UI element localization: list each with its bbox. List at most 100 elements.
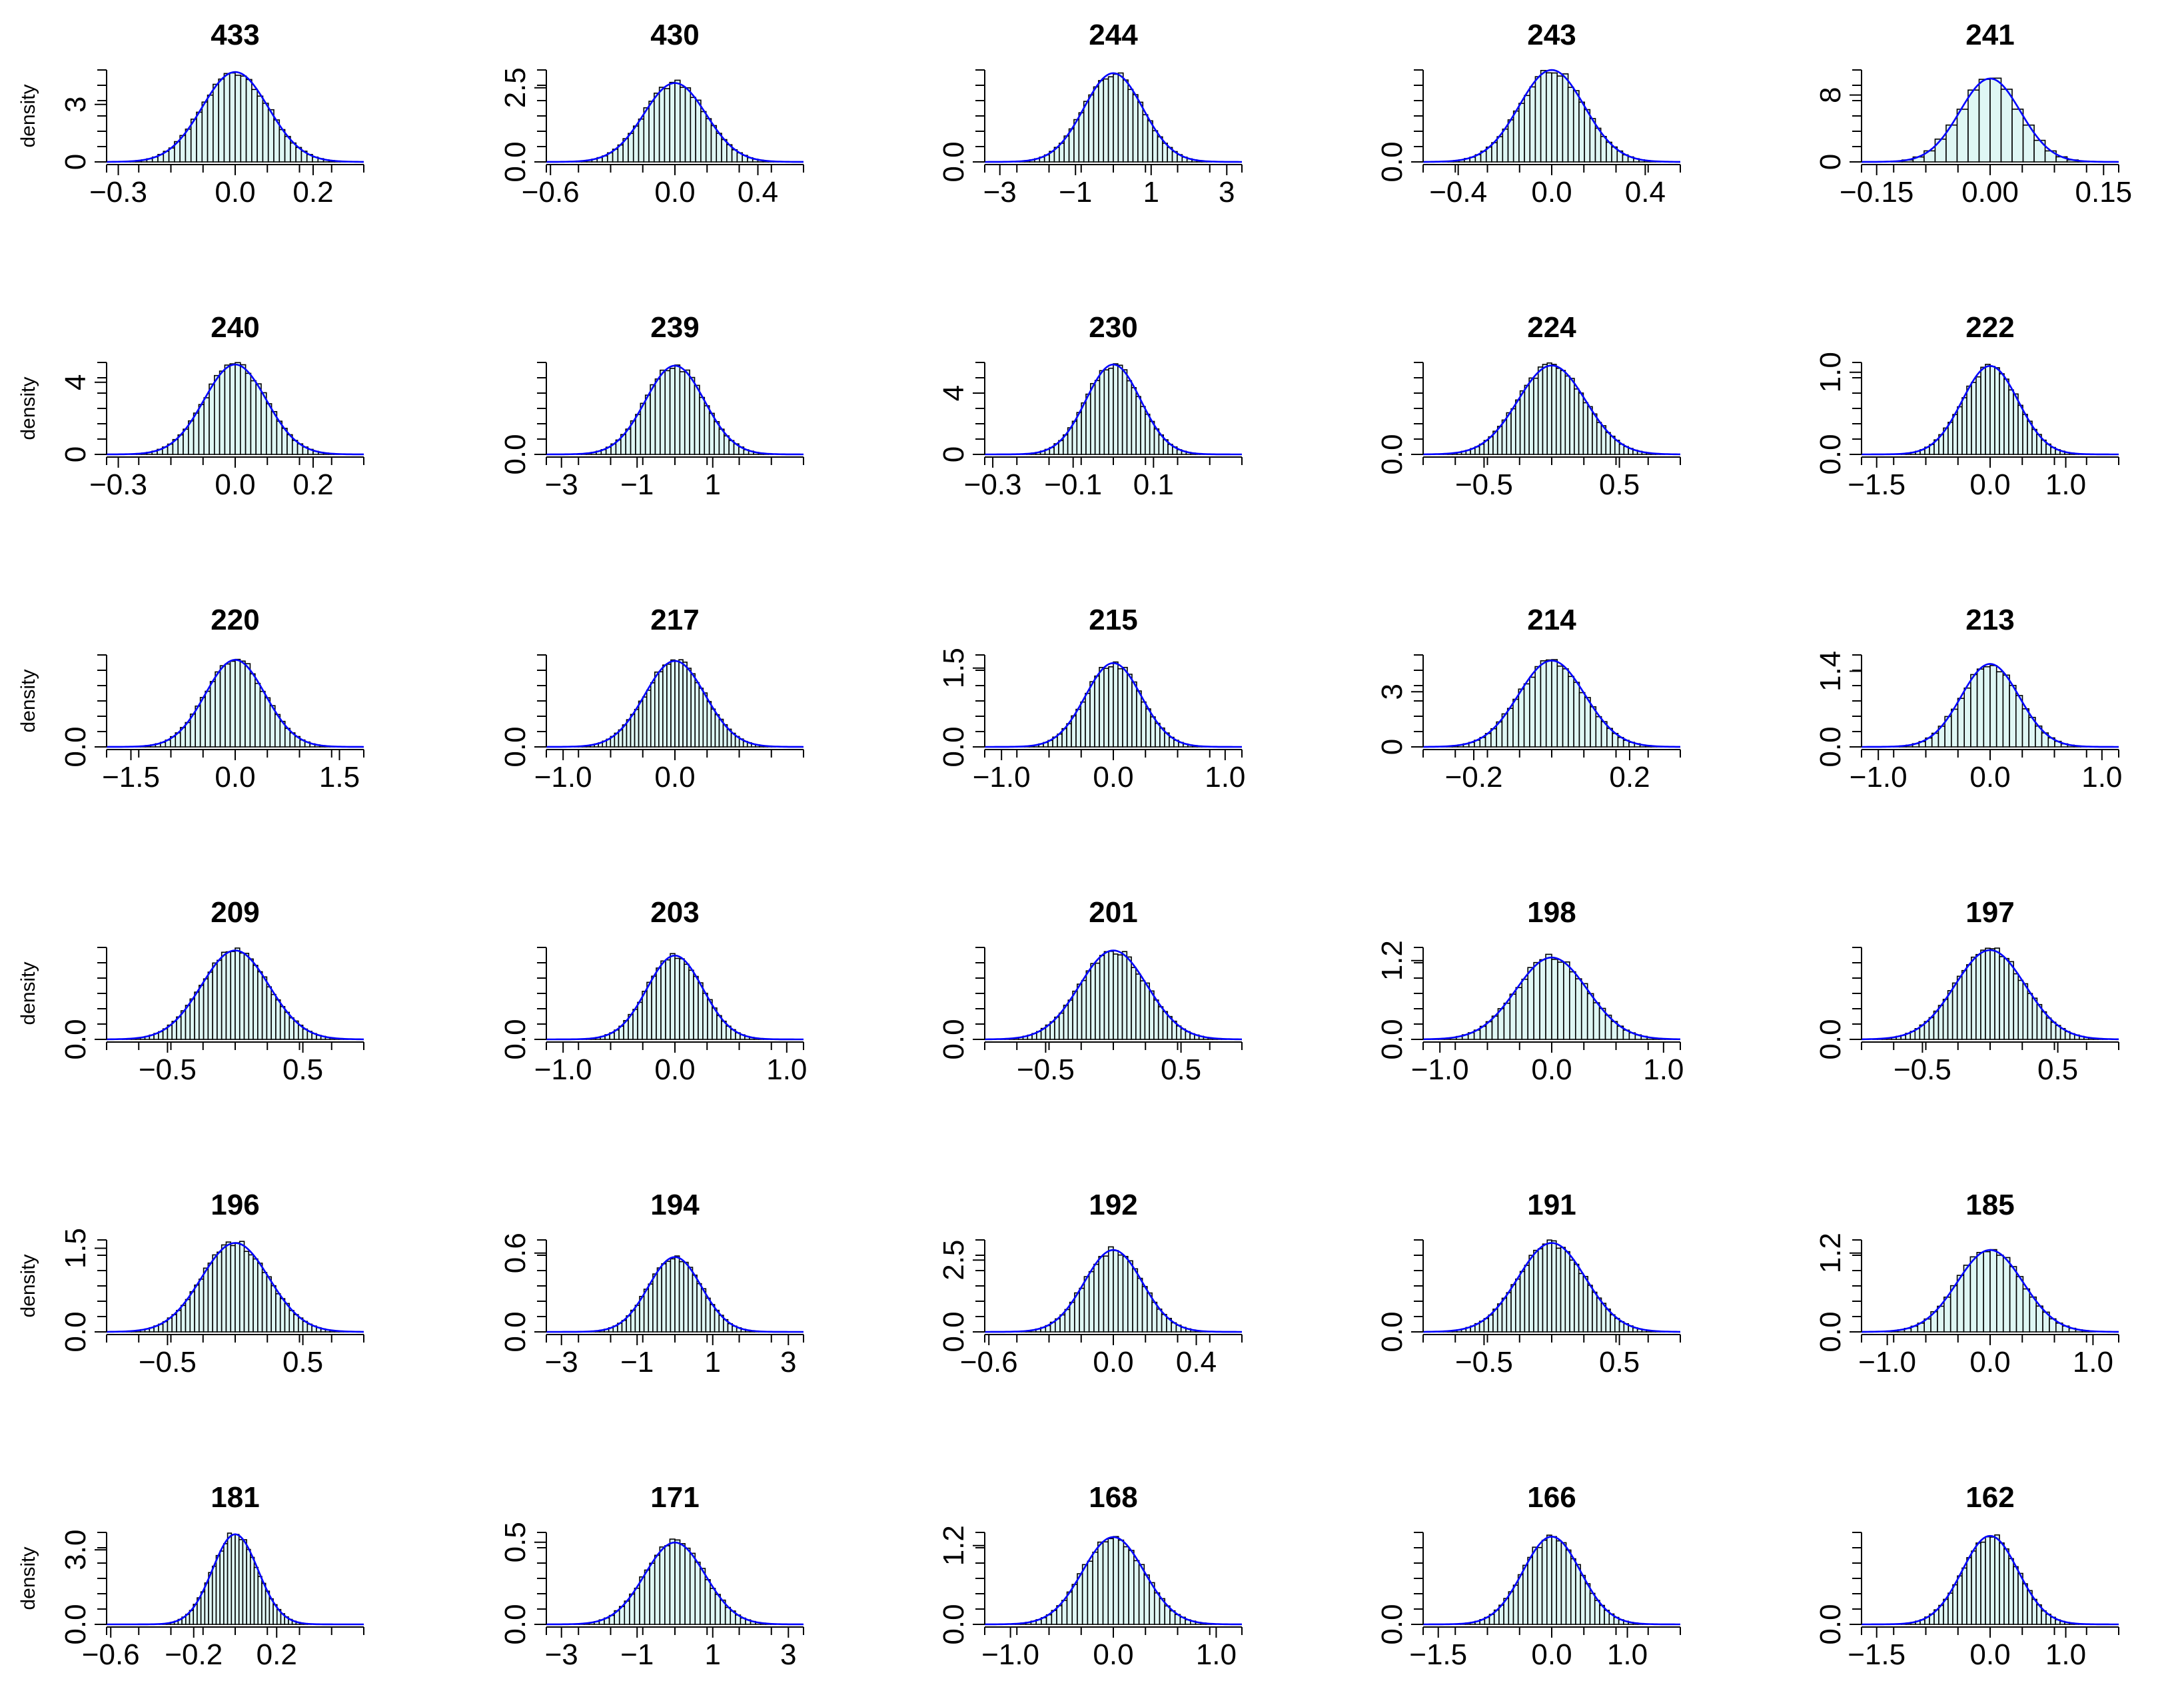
histogram-bar: [670, 659, 676, 748]
histogram-bar: [1143, 1574, 1150, 1625]
histogram-bar: [1976, 1252, 1984, 1333]
x-tick-label: −3: [545, 1346, 578, 1379]
histogram-bar: [688, 1267, 694, 1333]
histogram-bar: [1081, 1564, 1089, 1625]
histogram-bar: [670, 1258, 676, 1333]
histogram-bar: [689, 1552, 696, 1625]
histogram-bar: [242, 1539, 247, 1625]
histogram-bar: [1574, 1263, 1580, 1333]
histogram-bar: [710, 125, 718, 163]
histogram-bar: [1524, 384, 1530, 455]
histogram-bar: [1533, 377, 1539, 455]
panel-243: 243 −0.4 0.0 0.4 0.0: [1376, 19, 1681, 209]
histogram-bar: [1578, 392, 1584, 455]
histogram-bar: [1098, 1256, 1105, 1333]
histogram-bar: [1108, 951, 1114, 1040]
histogram-bar: [218, 78, 225, 163]
panel-213: 213−1.0 0.0 1.00.01.4: [1814, 604, 2122, 794]
y-tick-label: 8: [1814, 87, 1847, 103]
histogram-bar: [1162, 1011, 1169, 1040]
histogram-bar: [1555, 367, 1562, 455]
histogram-bar: [1496, 426, 1503, 455]
histogram-bar: [1123, 1546, 1129, 1625]
histogram-bar: [199, 1279, 205, 1333]
histogram-bar: [1113, 1536, 1119, 1625]
histogram-bar: [1127, 674, 1133, 748]
histogram-bar: [1975, 953, 1981, 1040]
histogram-bar: [690, 97, 696, 163]
histogram-bar: [229, 363, 236, 455]
histogram-bar: [1074, 1292, 1080, 1333]
panel-197: 197 −0.5 0.5 0.0: [1814, 896, 2119, 1086]
histogram-bar: [656, 967, 662, 1040]
x-tick-label: 1: [705, 1346, 721, 1379]
histogram-bar: [1094, 675, 1100, 748]
y-tick-label: 1.4: [1814, 651, 1847, 692]
histogram-bar: [2027, 420, 2033, 455]
density-curve: [985, 1249, 1242, 1333]
density-curve: [1862, 663, 2119, 748]
histogram-bar: [646, 981, 652, 1040]
histogram-bar: [1999, 1542, 2005, 1625]
histogram-bar: [1545, 659, 1552, 748]
x-tick-label: 0.0: [1969, 1638, 2010, 1671]
x-tick-label: −1.5: [1848, 1638, 1906, 1671]
x-tick-label: 0.0: [1969, 468, 2010, 501]
histogram-bar: [1149, 1582, 1155, 1625]
histogram-bar: [656, 1267, 662, 1333]
x-tick-label: 1: [705, 468, 721, 501]
histogram-bar: [1088, 1271, 1095, 1333]
histogram-bar: [1551, 659, 1558, 748]
histogram-bar: [221, 951, 227, 1040]
histogram-bar: [1536, 1546, 1543, 1625]
histogram-bar: [1488, 436, 1494, 455]
histogram-bar: [1522, 1564, 1528, 1625]
histogram-bar: [1151, 1301, 1158, 1333]
histogram-bar: [215, 671, 221, 748]
histogram-bar: [658, 671, 664, 748]
panel-title: 191: [1527, 1189, 1576, 1221]
y-tick-label: 0.0: [1376, 1311, 1408, 1352]
histogram-bar: [684, 963, 690, 1040]
histogram-bar: [238, 1538, 244, 1625]
histogram-bar: [1976, 668, 1985, 748]
histogram-bar: [1540, 660, 1547, 748]
histogram-bar: [637, 1001, 643, 1040]
panel-217: 217−1.0 0.00.0: [499, 604, 804, 794]
histogram-bar: [1578, 1273, 1584, 1333]
histogram-bar: [1969, 1256, 1978, 1333]
histogram-bar: [273, 119, 280, 163]
histogram-bar: [684, 369, 690, 455]
histogram-bar: [1999, 955, 2005, 1040]
histogram-bar: [630, 714, 636, 748]
histogram-bar: [1943, 1598, 1949, 1625]
histogram-bar: [1490, 728, 1497, 748]
histogram-bar: [1546, 72, 1552, 163]
histogram-bar: [1556, 1540, 1562, 1625]
histogram-bar: [1584, 1583, 1591, 1625]
histogram-bar: [1071, 420, 1078, 455]
histogram-bar: [1967, 89, 1980, 163]
histogram-bar: [634, 1305, 640, 1333]
histogram-bar: [1614, 1317, 1620, 1333]
histogram-bar: [700, 1568, 706, 1625]
histogram-bar: [650, 682, 656, 748]
histogram-bar: [1963, 687, 1971, 748]
histogram-bar: [2002, 1257, 2011, 1333]
histogram-bar: [1533, 961, 1540, 1040]
histogram-bar: [648, 101, 655, 163]
y-tick-label: 4: [59, 374, 92, 390]
histogram-bar: [1068, 128, 1075, 163]
histogram-bar: [1942, 999, 1949, 1040]
histogram-bar: [1563, 961, 1570, 1040]
histogram-bar: [1512, 1584, 1519, 1625]
histogram-bar: [658, 87, 666, 163]
histogram-bar: [194, 1284, 200, 1333]
histogram-bar: [171, 1314, 177, 1333]
x-tick-label: 1: [705, 1638, 721, 1671]
x-tick-label: 1: [1143, 176, 1159, 209]
histogram-bar: [1117, 668, 1123, 748]
histogram-bar: [1079, 1287, 1085, 1333]
panel-title: 168: [1089, 1481, 1137, 1514]
